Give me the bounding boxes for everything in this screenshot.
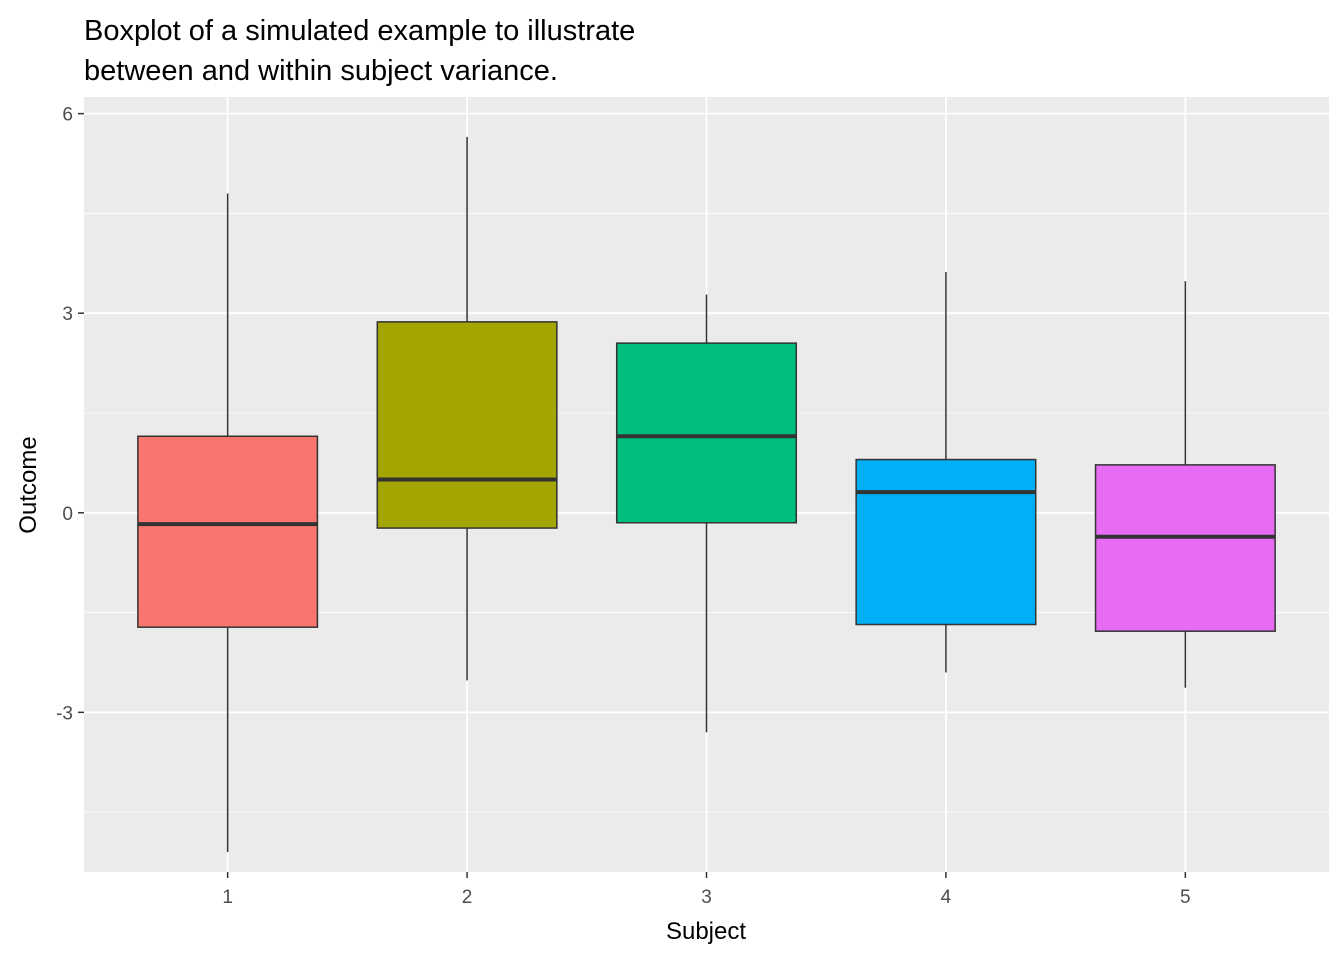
box-subject-2: [376, 321, 558, 529]
x-axis-title: Subject: [666, 918, 746, 945]
y-axis: -3 0 3 6: [56, 105, 84, 724]
y-tick-label: -3: [56, 703, 73, 724]
y-axis-title: Outcome: [15, 436, 42, 533]
x-tick-label: 1: [222, 887, 233, 908]
chart-title-line-2: between and within subject variance.: [84, 55, 558, 87]
box-subject-3: [615, 342, 798, 524]
boxes-layer: [137, 136, 1276, 853]
x-tick-label: 4: [941, 887, 952, 908]
y-tick-label: 3: [62, 304, 73, 325]
y-tick-label: 0: [62, 504, 73, 525]
box-subject-1: [137, 435, 319, 628]
x-axis: 1 2 3 4 5: [222, 872, 1191, 908]
x-tick-label: 3: [701, 887, 712, 908]
chart-title-line-1: Boxplot of a simulated example to illust…: [84, 15, 635, 47]
x-tick-label: 2: [462, 887, 473, 908]
x-tick-label: 5: [1180, 887, 1191, 908]
y-tick-label: 6: [62, 105, 73, 126]
box-subject-4: [855, 458, 1037, 626]
box-subject-5: [1094, 464, 1276, 632]
